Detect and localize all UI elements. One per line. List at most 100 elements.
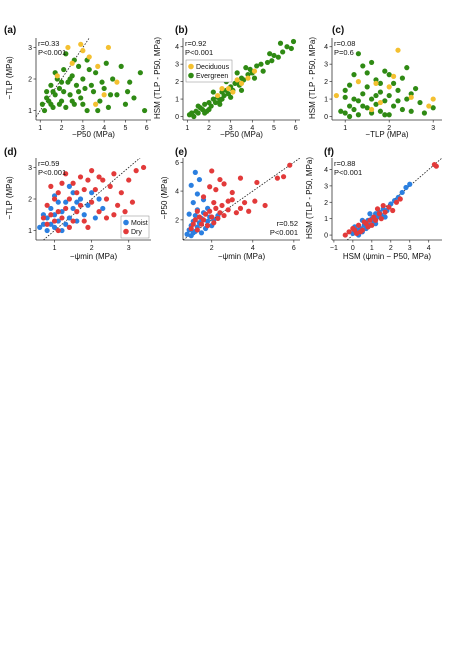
data-point bbox=[378, 216, 384, 222]
y-tick-label: 3 bbox=[175, 62, 179, 69]
data-point bbox=[92, 186, 98, 193]
data-point bbox=[77, 202, 84, 208]
data-point bbox=[364, 84, 370, 90]
legend: Moist Dry bbox=[120, 215, 150, 239]
data-point bbox=[188, 225, 194, 232]
data-point bbox=[56, 101, 63, 107]
legend-label: Deciduous bbox=[196, 64, 230, 71]
data-point bbox=[205, 218, 211, 224]
y-tick-label: 4 bbox=[324, 44, 328, 51]
data-point bbox=[95, 107, 101, 114]
y-tick-label: 3 bbox=[28, 165, 32, 172]
y-tick-label: 2 bbox=[175, 79, 179, 86]
data-point bbox=[275, 54, 281, 60]
data-point bbox=[210, 89, 216, 95]
data-point bbox=[374, 206, 381, 212]
data-point bbox=[105, 44, 112, 51]
data-point bbox=[198, 230, 205, 236]
y-axis-label: −TLP (MPa) bbox=[5, 56, 14, 100]
data-point bbox=[391, 103, 397, 109]
data-point bbox=[110, 76, 116, 82]
data-point bbox=[63, 205, 69, 212]
data-point bbox=[67, 76, 73, 82]
data-point bbox=[97, 98, 103, 104]
x-axis-label: −TLP (MPa) bbox=[365, 130, 409, 139]
data-point bbox=[251, 75, 258, 81]
data-point bbox=[352, 227, 358, 233]
x-tick-label: 2 bbox=[387, 125, 391, 132]
data-point bbox=[264, 59, 271, 66]
data-point bbox=[80, 101, 86, 107]
data-point bbox=[70, 180, 76, 186]
data-point bbox=[59, 227, 65, 234]
data-point bbox=[44, 227, 50, 234]
data-point bbox=[221, 212, 227, 219]
data-point bbox=[386, 204, 392, 210]
x-tick-label: 5 bbox=[272, 125, 276, 132]
data-point bbox=[126, 177, 132, 183]
data-point bbox=[342, 232, 348, 238]
data-point bbox=[280, 49, 286, 55]
data-point bbox=[430, 105, 436, 111]
data-point bbox=[207, 208, 213, 214]
data-point bbox=[417, 99, 423, 106]
data-point bbox=[66, 183, 72, 189]
data-point bbox=[69, 98, 75, 104]
data-point bbox=[403, 184, 409, 191]
data-point bbox=[391, 73, 397, 79]
data-point bbox=[209, 214, 215, 220]
data-point bbox=[215, 92, 221, 99]
series-moist bbox=[37, 183, 106, 234]
data-point bbox=[386, 92, 392, 99]
data-point bbox=[196, 176, 203, 183]
data-point bbox=[196, 214, 203, 220]
data-point bbox=[70, 190, 76, 196]
data-point bbox=[369, 106, 375, 113]
data-point bbox=[390, 207, 396, 214]
data-point bbox=[88, 82, 94, 88]
series-dry bbox=[40, 164, 147, 234]
legend-marker bbox=[188, 63, 194, 70]
y-tick-label: 3 bbox=[324, 62, 328, 69]
data-point bbox=[194, 208, 200, 214]
data-point bbox=[55, 199, 61, 205]
x-tick-label: 5 bbox=[123, 125, 127, 132]
legend-box bbox=[185, 59, 233, 83]
panel-label: (a) bbox=[4, 25, 16, 36]
data-point bbox=[219, 96, 225, 102]
data-point bbox=[207, 184, 213, 190]
y-axis-label: HSM (TLP - P50, MPa) bbox=[153, 37, 162, 119]
x-tick-label: 1 bbox=[343, 125, 347, 132]
x-tick-label: 1 bbox=[38, 125, 42, 132]
data-point bbox=[363, 221, 369, 227]
data-point bbox=[200, 217, 207, 223]
data-point bbox=[75, 63, 82, 69]
data-point bbox=[63, 221, 69, 227]
x-tick-label: 6 bbox=[145, 125, 149, 132]
data-point bbox=[86, 66, 92, 73]
data-point bbox=[69, 60, 75, 66]
data-point bbox=[211, 199, 217, 206]
data-point bbox=[192, 217, 198, 223]
data-point bbox=[219, 202, 225, 209]
x-axis-label: −P50 (MPa) bbox=[220, 130, 263, 139]
data-point bbox=[40, 215, 47, 221]
data-point bbox=[287, 162, 293, 168]
data-point bbox=[206, 106, 212, 113]
data-point bbox=[77, 196, 84, 202]
data-point bbox=[37, 224, 43, 230]
data-point bbox=[118, 63, 124, 69]
data-point bbox=[373, 101, 379, 107]
x-tick-label: 6 bbox=[292, 245, 296, 252]
data-point bbox=[213, 205, 219, 211]
data-point bbox=[251, 68, 258, 74]
data-point bbox=[347, 82, 353, 88]
data-point bbox=[360, 91, 366, 97]
data-point bbox=[103, 215, 110, 221]
data-point bbox=[122, 209, 128, 215]
data-point bbox=[377, 89, 383, 95]
x-axis-label: HSM (ψmin − P50, MPa) bbox=[343, 252, 432, 261]
data-point bbox=[284, 44, 290, 50]
y-tick-label: 1 bbox=[324, 97, 328, 104]
